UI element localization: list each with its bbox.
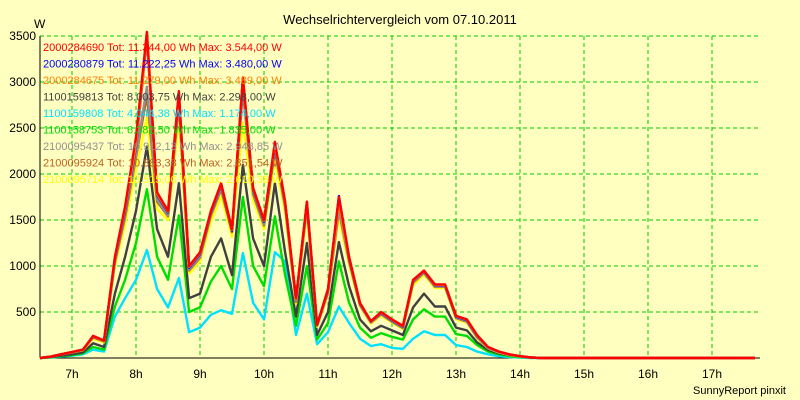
legend-entry-2100095924: 2100095924 Tot: 10.883,38 Wh Max: 2.851,… xyxy=(43,158,283,170)
y-axis-label: W xyxy=(34,17,46,31)
legend-entry-2000284690: 2000284690 Tot: 11.344,00 Wh Max: 3.544,… xyxy=(43,42,282,54)
legend-entry-2000280879: 2000280879 Tot: 11.222,25 Wh Max: 3.480,… xyxy=(43,59,282,71)
chart-title: Wechselrichtervergleich vom 07.10.2011 xyxy=(283,12,517,27)
x-tick-label: 9h xyxy=(193,367,206,381)
footer-credit: SunnyReport pinxit xyxy=(693,385,786,397)
y-tick-label: 3500 xyxy=(9,29,36,43)
x-tick-label: 13h xyxy=(446,367,466,381)
legend-entry-1100159808: 1100159808 Tot: 4.044,38 Wh Max: 1.174,0… xyxy=(43,108,276,120)
x-tick-label: 16h xyxy=(638,367,658,381)
legend-entry-2100095437: 2100095437 Tot: 10.912,13 Wh Max: 2.948,… xyxy=(43,141,283,153)
y-tick-label: 1000 xyxy=(9,259,36,273)
x-tick-label: 8h xyxy=(129,367,142,381)
x-tick-label: 7h xyxy=(65,367,78,381)
x-tick-label: 10h xyxy=(254,367,274,381)
x-tick-label: 15h xyxy=(574,367,594,381)
y-tick-label: 2000 xyxy=(9,167,36,181)
x-tick-label: 14h xyxy=(510,367,530,381)
tick-labels: 500 1000 1500 2000 2500 3000 3500 7h 8h 9h 10h 11h 1… xyxy=(9,29,722,381)
legend-entry-2100096714: 2100095714 Tot: 10.515,00 Wh Max: 2.610,… xyxy=(43,174,283,186)
y-tick-label: 1500 xyxy=(9,213,36,227)
legend-entry-1100158753: 1100158753 Tot: 6.382,50 Wh Max: 1.835,0… xyxy=(43,125,276,137)
y-tick-label: 2500 xyxy=(9,121,36,135)
x-tick-label: 17h xyxy=(702,367,722,381)
y-tick-label: 3000 xyxy=(9,75,36,89)
y-tick-label: 500 xyxy=(16,305,36,319)
legend-entry-2000284675: 2000284675 Tot: 11.279,00 Wh Max: 3.489,… xyxy=(43,75,282,87)
series-lines xyxy=(39,30,755,360)
x-tick-label: 12h xyxy=(382,367,402,381)
series-line-2000284690 xyxy=(39,30,755,360)
legend-entry-1100159813: 1100159813 Tot: 8.003,75 Wh Max: 2.298,0… xyxy=(43,92,276,104)
x-tick-label: 11h xyxy=(318,367,337,381)
legend: 2000284690 Tot: 11.344,00 Wh Max: 3.544,… xyxy=(43,42,283,186)
